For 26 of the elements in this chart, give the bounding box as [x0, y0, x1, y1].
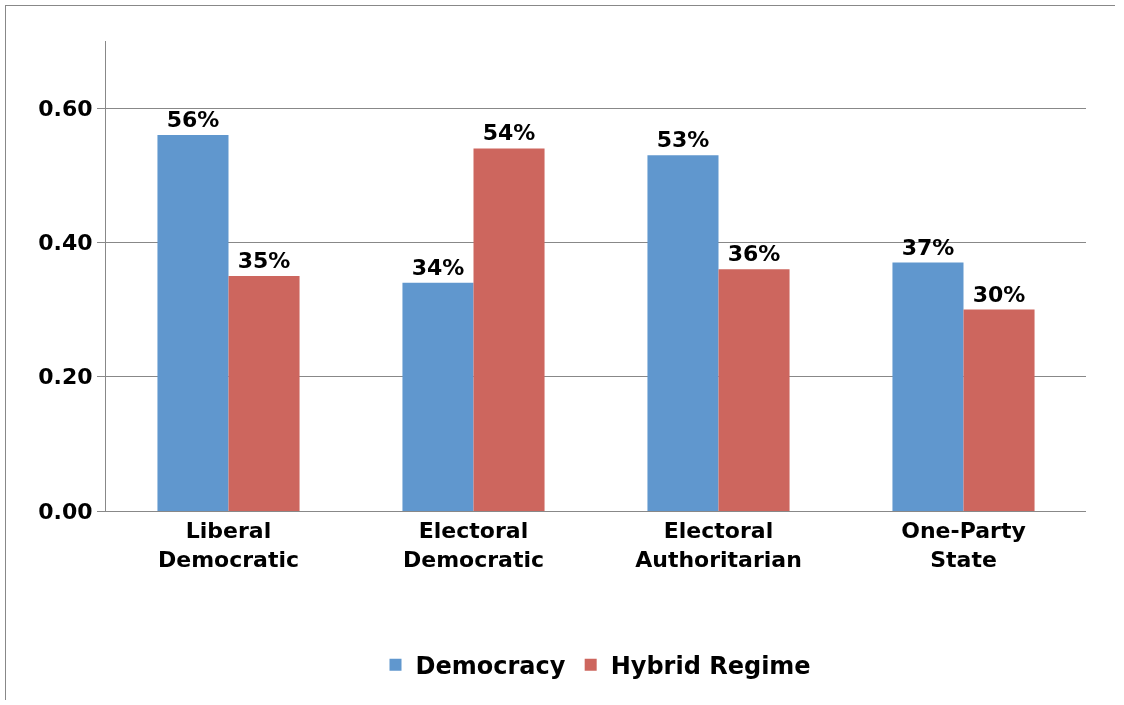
bar	[647, 155, 719, 511]
bar	[963, 309, 1035, 511]
x-tick-label: Electoral Authoritarian	[635, 518, 802, 572]
x-tick-label: One-Party State	[901, 518, 1026, 572]
data-label: 56%	[166, 107, 220, 132]
y-tick-label: 0.40	[38, 230, 93, 256]
bar	[228, 276, 300, 511]
legend-label: Democracy	[415, 652, 566, 681]
x-tick-label: Liberal Democratic	[157, 518, 300, 572]
legend-label: Hybrid Regime	[610, 652, 811, 681]
data-label: 54%	[482, 120, 536, 146]
data-label: 34%	[411, 254, 465, 280]
data-label: 36%	[727, 241, 781, 267]
y-tick-label: 0.00	[38, 498, 93, 524]
data-label: 35%	[237, 248, 291, 273]
y-tick-label: 0.60	[38, 95, 93, 121]
bar	[718, 269, 790, 511]
x-tick-label: Electoral Democratic	[402, 518, 545, 572]
data-label: 53%	[656, 127, 710, 153]
bar	[892, 262, 964, 511]
bar	[473, 148, 545, 511]
bar	[402, 282, 474, 511]
data-label: 30%	[972, 281, 1026, 307]
y-tick-label: 0.20	[38, 364, 93, 390]
data-label: 37%	[901, 234, 955, 260]
bar	[157, 135, 229, 511]
